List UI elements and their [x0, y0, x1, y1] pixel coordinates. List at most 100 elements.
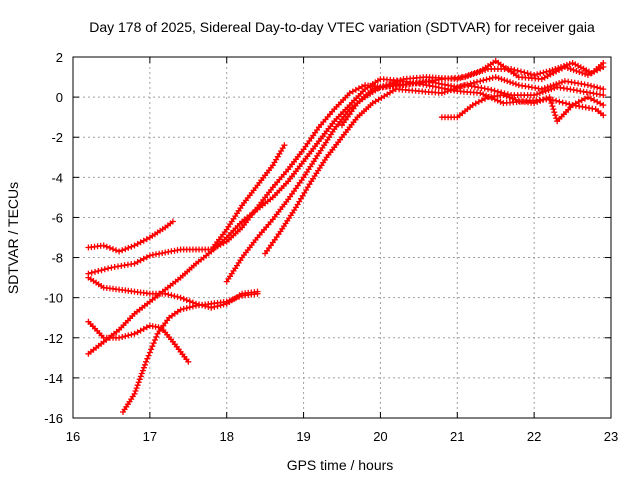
data-point	[125, 332, 132, 339]
data-point	[578, 97, 585, 104]
data-point	[180, 295, 187, 302]
data-point	[539, 89, 546, 96]
data-point	[547, 83, 554, 90]
data-point	[281, 142, 288, 149]
y-tick-label: -12	[44, 331, 63, 346]
data-point	[462, 74, 468, 81]
data-point	[551, 109, 558, 116]
data-point	[600, 112, 607, 119]
data-point	[518, 68, 524, 75]
data-point	[597, 85, 604, 92]
data-point	[132, 388, 139, 394]
data-series	[85, 58, 607, 415]
data-point	[165, 291, 172, 298]
data-point	[507, 79, 514, 86]
data-point	[137, 257, 144, 264]
data-point	[441, 89, 448, 96]
data-point	[162, 290, 169, 297]
data-point	[473, 70, 480, 76]
data-point	[346, 90, 353, 97]
data-point	[570, 67, 577, 73]
data-point	[205, 303, 212, 310]
data-point	[148, 346, 155, 353]
data-point	[145, 352, 152, 359]
data-point	[450, 86, 457, 93]
data-point	[491, 87, 498, 94]
series-track-11	[339, 60, 607, 129]
data-point	[483, 76, 490, 83]
x-tick-label: 16	[66, 429, 80, 444]
x-tick-label: 23	[604, 429, 618, 444]
axes: 16 17 18 19 20 21 22 23 -16 -14 -12 -10 -8 -6 -4 -2 0 2	[44, 50, 618, 444]
x-tick-label: 20	[373, 429, 387, 444]
data-point	[584, 82, 591, 89]
data-point	[479, 68, 486, 74]
data-point	[527, 71, 534, 78]
data-point	[119, 247, 126, 254]
data-point	[542, 88, 549, 95]
data-point	[543, 68, 550, 75]
data-point	[563, 100, 569, 107]
series-line	[264, 84, 604, 254]
data-point	[600, 86, 607, 93]
data-point	[453, 85, 460, 92]
data-point	[531, 100, 538, 107]
y-tick-label: -6	[51, 210, 63, 225]
data-point	[536, 90, 543, 97]
data-point	[573, 68, 580, 74]
data-point	[254, 288, 261, 295]
data-point	[169, 218, 176, 225]
data-point	[537, 97, 544, 104]
data-point	[512, 81, 519, 88]
data-point	[472, 100, 479, 107]
data-point	[482, 67, 489, 73]
data-point	[521, 69, 528, 76]
data-point	[208, 304, 215, 311]
data-point	[600, 92, 607, 99]
data-point	[394, 78, 401, 85]
data-point	[92, 268, 98, 275]
data-point	[144, 355, 151, 362]
data-point	[485, 86, 491, 93]
data-point	[588, 95, 594, 102]
data-point	[534, 98, 541, 105]
data-point	[113, 247, 119, 254]
data-point	[511, 66, 518, 73]
data-point	[498, 76, 505, 83]
series-track-01	[85, 218, 176, 255]
data-point	[122, 246, 129, 253]
data-point	[531, 72, 538, 78]
data-point	[584, 94, 591, 101]
data-point	[150, 340, 157, 347]
data-point	[143, 236, 150, 243]
data-point	[146, 252, 153, 259]
data-point	[475, 98, 482, 105]
data-point	[137, 327, 144, 334]
series-track-07	[208, 142, 288, 253]
data-point	[168, 292, 175, 299]
data-point	[152, 337, 158, 343]
data-point	[140, 255, 147, 262]
data-point	[512, 96, 519, 103]
data-point	[559, 99, 566, 106]
data-point	[534, 91, 540, 98]
data-point	[140, 364, 147, 371]
x-tick-label: 17	[143, 429, 157, 444]
data-point	[88, 269, 95, 276]
data-point	[510, 80, 516, 87]
data-point	[106, 244, 113, 251]
x-tick-label: 18	[219, 429, 233, 444]
data-point	[503, 93, 510, 100]
data-point	[103, 243, 110, 250]
x-tick-label: 19	[296, 429, 310, 444]
data-point	[122, 333, 129, 340]
data-point	[540, 96, 547, 103]
data-point	[101, 266, 108, 273]
data-point	[470, 71, 477, 77]
data-point	[125, 244, 132, 251]
data-point	[548, 86, 555, 93]
data-point	[489, 74, 496, 81]
data-point	[137, 239, 144, 246]
data-point	[546, 68, 553, 74]
